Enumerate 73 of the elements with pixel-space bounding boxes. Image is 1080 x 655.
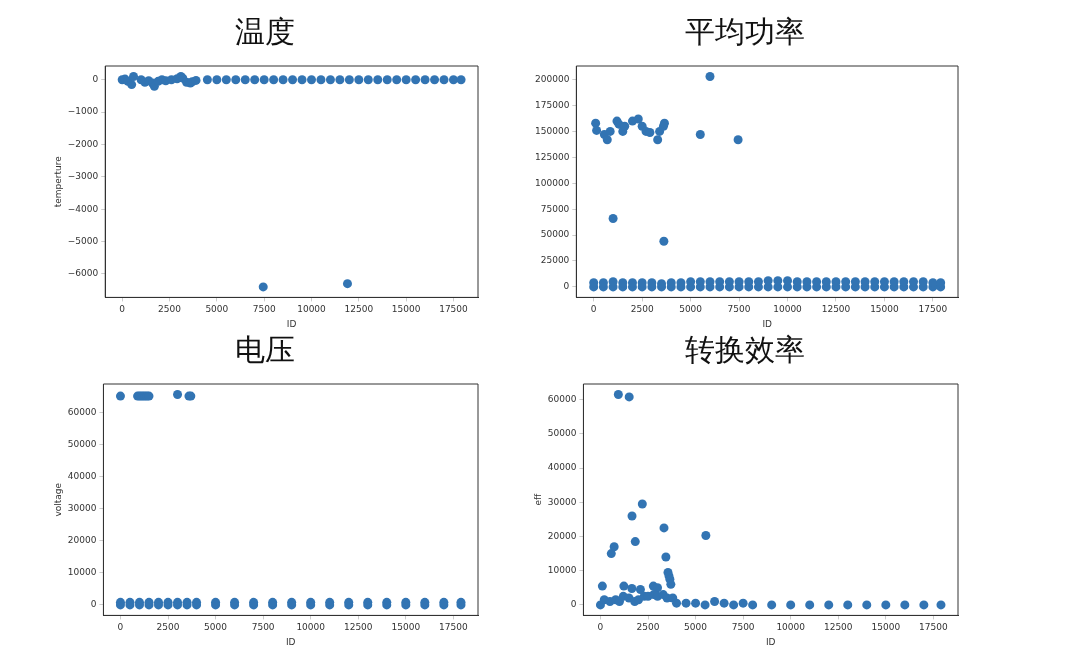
x-tick-label: 2500 (636, 622, 660, 633)
x-tick-label: 12500 (344, 304, 374, 315)
y-tick-label: 200000 (535, 73, 570, 84)
y-tick-label: 60000 (547, 393, 577, 404)
y-tick-label: 40000 (67, 470, 97, 481)
x-tick-label: 7500 (251, 622, 275, 633)
y-axis-title: voltage (52, 482, 63, 517)
chart-title: 温度 (235, 14, 295, 48)
x-tick-label: 10000 (296, 622, 326, 633)
x-tick-label: 5000 (204, 622, 228, 633)
y-tick-label: 10000 (547, 565, 577, 576)
y-tick-label: −2000 (67, 138, 99, 149)
x-tick-label: 17500 (439, 304, 469, 315)
x-axis-title: ID (286, 318, 297, 329)
y-tick-label: 150000 (535, 125, 570, 136)
y-tick-label: −5000 (67, 235, 99, 246)
y-tick-label: 40000 (547, 462, 577, 473)
y-axis-title: eff (532, 493, 543, 506)
x-tick-label: 5000 (679, 304, 703, 315)
y-tick-label: −1000 (67, 106, 99, 117)
y-tick-label: 100000 (535, 177, 570, 188)
chart-title: 电压 (235, 332, 295, 366)
x-tick-label: 12500 (343, 622, 373, 633)
x-tick-label: 7500 (731, 622, 755, 633)
y-tick-label: 50000 (67, 438, 97, 449)
y-tick-label: 20000 (67, 534, 97, 545)
y-tick-label: −4000 (67, 203, 99, 214)
x-tick-label: 5000 (205, 304, 229, 315)
y-tick-label: 175000 (535, 99, 570, 110)
y-tick-label: −3000 (67, 171, 99, 182)
x-tick-label: 17500 (919, 622, 948, 633)
x-tick-label: 15000 (391, 304, 421, 315)
x-axis-title: ID (762, 318, 773, 329)
y-tick-label: 125000 (535, 151, 570, 162)
x-tick-label: 5000 (684, 622, 708, 633)
y-tick-label: 25000 (540, 255, 570, 266)
x-tick-label: 0 (597, 622, 604, 633)
x-tick-label: 12500 (823, 622, 853, 633)
x-tick-label: 2500 (158, 304, 182, 315)
x-tick-label: 10000 (773, 304, 803, 315)
x-tick-label: 2500 (156, 622, 180, 633)
x-tick-label: 10000 (297, 304, 327, 315)
x-tick-label: 0 (590, 304, 597, 315)
x-tick-label: 15000 (871, 622, 901, 633)
x-tick-label: 0 (117, 622, 124, 633)
x-tick-label: 17500 (918, 304, 948, 315)
y-tick-label: 30000 (547, 496, 577, 507)
x-axis-title: ID (765, 636, 776, 647)
y-tick-label: 60000 (67, 406, 97, 417)
x-tick-label: 12500 (821, 304, 851, 315)
y-tick-label: 0 (92, 74, 99, 85)
y-tick-label: 0 (570, 599, 577, 610)
x-tick-label: 15000 (870, 304, 900, 315)
x-tick-label: 2500 (630, 304, 654, 315)
x-tick-label: 7500 (252, 304, 276, 315)
y-tick-label: 30000 (67, 502, 97, 513)
x-tick-label: 17500 (439, 622, 468, 633)
y-tick-label: 50000 (547, 428, 577, 439)
y-tick-label: 50000 (540, 229, 570, 240)
y-tick-label: 0 (563, 281, 570, 292)
y-tick-label: 10000 (67, 567, 97, 578)
x-tick-label: 15000 (391, 622, 421, 633)
y-axis-title: temperture (52, 155, 63, 208)
chart-title: 转换效率 (685, 332, 805, 366)
x-tick-label: 10000 (776, 622, 806, 633)
y-tick-label: 0 (90, 599, 97, 610)
x-axis-title: ID (285, 636, 296, 647)
x-tick-label: 7500 (727, 304, 751, 315)
y-tick-label: −6000 (67, 268, 99, 279)
chart-title: 平均功率 (685, 14, 805, 48)
y-tick-label: 20000 (547, 530, 577, 541)
x-tick-label: 0 (119, 304, 126, 315)
y-tick-label: 75000 (540, 203, 570, 214)
